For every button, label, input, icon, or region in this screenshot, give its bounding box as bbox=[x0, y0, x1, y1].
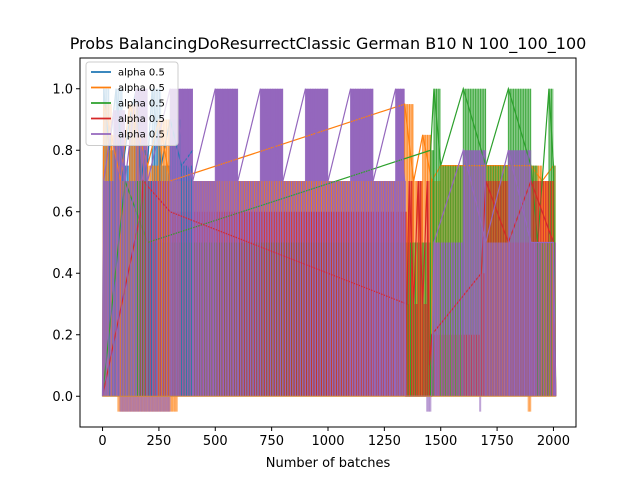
x-tick-label: 1250 bbox=[368, 434, 401, 449]
legend-label: alpha 0.5 bbox=[118, 68, 165, 79]
x-axis-label: Number of batches bbox=[266, 456, 391, 471]
plot-area bbox=[79, 57, 577, 428]
legend: alpha 0.5 alpha 0.5 alpha 0.5 alpha 0.5 alph… bbox=[85, 61, 179, 146]
y-tick-label: 0.8 bbox=[52, 144, 73, 159]
y-tick-label: 0.0 bbox=[52, 390, 73, 405]
legend-label: alpha 0.5 bbox=[118, 114, 165, 125]
legend-label: alpha 0.5 bbox=[118, 99, 165, 110]
chart-title: Probs BalancingDoResurrectClassic German… bbox=[70, 34, 587, 54]
x-tick-label: 1000 bbox=[311, 434, 344, 449]
x-tick-label: 500 bbox=[203, 434, 228, 449]
series-5-line bbox=[101, 88, 557, 397]
series-4-path bbox=[101, 179, 557, 397]
legend-label: alpha 0.5 bbox=[118, 130, 165, 141]
y-tick-label: 0.6 bbox=[52, 205, 73, 220]
y-tick-label: 0.4 bbox=[52, 267, 73, 282]
y-tick-label: 1.0 bbox=[52, 82, 73, 97]
x-tick-label: 750 bbox=[259, 434, 284, 449]
legend-label: alpha 0.5 bbox=[118, 83, 165, 94]
x-tick-label: 0 bbox=[98, 434, 106, 449]
x-tick-label: 250 bbox=[146, 434, 171, 449]
x-tick-label: 1500 bbox=[424, 434, 457, 449]
y-axis-ticks: 0.0 0.2 0.4 0.6 0.8 1.0 bbox=[52, 82, 80, 405]
series-lines bbox=[101, 86, 557, 397]
legend-box bbox=[85, 61, 179, 146]
x-tick-label: 1750 bbox=[481, 434, 514, 449]
series-spikes bbox=[117, 396, 532, 412]
x-tick-label: 2000 bbox=[537, 434, 570, 449]
y-tick-label: 0.2 bbox=[52, 328, 73, 343]
x-axis-ticks: 0 250 500 750 1000 1250 1500 1750 2000 bbox=[98, 427, 570, 449]
